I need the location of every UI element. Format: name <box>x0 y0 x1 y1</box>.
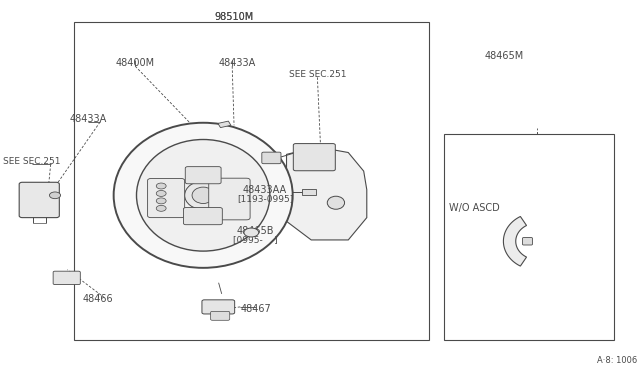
FancyBboxPatch shape <box>19 182 60 218</box>
Bar <box>74 22 429 340</box>
Bar <box>444 134 614 340</box>
Text: 98510M: 98510M <box>214 12 253 22</box>
Text: 48433AA: 48433AA <box>243 185 287 195</box>
Text: 48433A: 48433A <box>69 114 106 124</box>
Ellipse shape <box>327 196 344 209</box>
Polygon shape <box>504 217 527 266</box>
Circle shape <box>244 228 259 237</box>
Circle shape <box>156 198 166 204</box>
Text: [1193-0995]: [1193-0995] <box>237 195 293 203</box>
Polygon shape <box>287 147 367 240</box>
Text: 48466: 48466 <box>83 295 113 304</box>
Text: [0995-    ]: [0995- ] <box>233 235 278 244</box>
Text: 48400M: 48400M <box>116 58 155 68</box>
FancyBboxPatch shape <box>202 300 235 314</box>
Circle shape <box>156 190 166 196</box>
FancyBboxPatch shape <box>185 167 221 184</box>
FancyBboxPatch shape <box>148 179 185 218</box>
Circle shape <box>49 192 61 199</box>
FancyBboxPatch shape <box>522 238 532 245</box>
Text: 98510M: 98510M <box>214 12 253 22</box>
Circle shape <box>156 205 166 211</box>
Text: 48465B: 48465B <box>237 226 275 235</box>
Ellipse shape <box>185 181 221 209</box>
Ellipse shape <box>114 123 292 268</box>
Text: 48465M: 48465M <box>484 51 524 61</box>
Text: 48467: 48467 <box>240 304 271 314</box>
Ellipse shape <box>136 140 270 251</box>
FancyBboxPatch shape <box>53 271 80 285</box>
FancyBboxPatch shape <box>262 152 281 164</box>
Text: SEE SEC.251: SEE SEC.251 <box>289 70 346 79</box>
Text: SEE SEC.251: SEE SEC.251 <box>3 157 61 166</box>
FancyBboxPatch shape <box>293 144 335 171</box>
FancyBboxPatch shape <box>211 311 230 320</box>
Bar <box>218 121 231 128</box>
FancyBboxPatch shape <box>209 178 250 220</box>
Text: W/O ASCD: W/O ASCD <box>449 203 500 213</box>
Circle shape <box>156 183 166 189</box>
Text: 48433A: 48433A <box>218 58 256 68</box>
Bar <box>302 189 316 195</box>
Text: A·8: 1006: A·8: 1006 <box>596 356 637 365</box>
FancyBboxPatch shape <box>184 208 222 225</box>
Ellipse shape <box>192 187 214 203</box>
